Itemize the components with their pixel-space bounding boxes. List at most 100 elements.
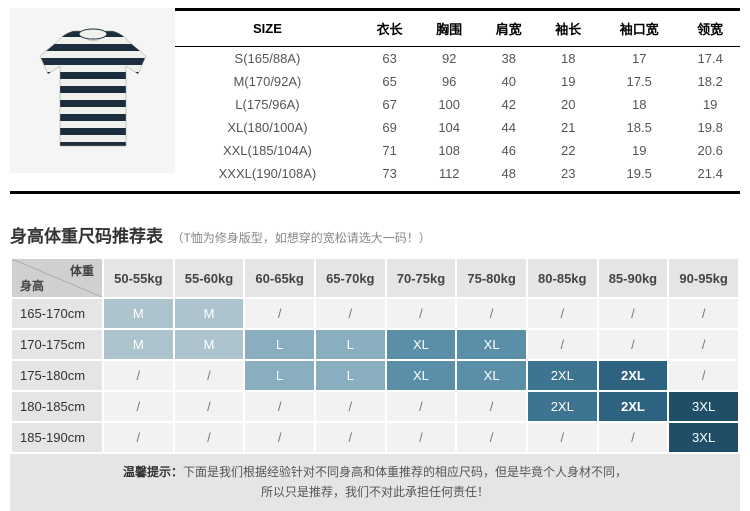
weight-axis-label: 体重 <box>70 262 94 279</box>
size-col-header: 肩宽 <box>479 10 539 47</box>
weight-header: 70-75kg <box>386 258 457 298</box>
tip-line2: 所以只是推荐，我们不对此承担任何责任！ <box>261 485 489 499</box>
rec-cell: / <box>527 329 598 360</box>
size-cell: XXXL(190/108A) <box>175 162 360 189</box>
size-row: XXL(185/104A)7110846221920.6 <box>175 139 740 162</box>
size-cell: 48 <box>479 162 539 189</box>
size-cell: 100 <box>419 93 479 116</box>
rec-cell: 2XL <box>527 360 598 391</box>
height-axis-label: 身高 <box>20 277 44 294</box>
weight-header: 50-55kg <box>103 258 174 298</box>
rec-cell: / <box>174 422 245 453</box>
size-cell: 17.5 <box>598 70 680 93</box>
rec-cell: / <box>668 298 739 329</box>
size-cell: 19.8 <box>680 116 740 139</box>
size-cell: 96 <box>419 70 479 93</box>
size-cell: 19.5 <box>598 162 680 189</box>
rec-cell: XL <box>456 329 527 360</box>
rec-cell: 2XL <box>598 391 669 422</box>
rec-cell: / <box>527 422 598 453</box>
weight-header: 80-85kg <box>527 258 598 298</box>
size-cell: XL(180/100A) <box>175 116 360 139</box>
rec-cell: / <box>103 360 174 391</box>
size-row: XXXL(190/108A)73112482319.521.4 <box>175 162 740 189</box>
rec-cell: / <box>174 360 245 391</box>
size-col-header: SIZE <box>175 10 360 47</box>
size-cell: 92 <box>419 47 479 71</box>
size-cell: 17 <box>598 47 680 71</box>
size-cell: 42 <box>479 93 539 116</box>
size-row: L(175/96A)6710042201819 <box>175 93 740 116</box>
rec-cell: / <box>598 329 669 360</box>
rec-row: 180-185cm//////2XL2XL3XL <box>11 391 739 422</box>
size-cell: 23 <box>539 162 599 189</box>
rec-row: 185-190cm////////3XL <box>11 422 739 453</box>
rec-cell: L <box>244 360 315 391</box>
rec-row: 170-175cmMMLLXLXL/// <box>11 329 739 360</box>
rec-cell: / <box>386 391 457 422</box>
size-cell: 67 <box>360 93 420 116</box>
rec-cell: / <box>244 298 315 329</box>
recommendation-section: 身高体重尺码推荐表 （T恤为修身版型，如想穿的宽松请选大一码！） 体重 身高 5… <box>0 222 750 511</box>
rec-cell: / <box>386 422 457 453</box>
weight-header: 75-80kg <box>456 258 527 298</box>
size-table: SIZE衣长胸围肩宽袖长袖口宽领宽 S(165/88A)639238181717… <box>175 8 740 189</box>
height-cell: 180-185cm <box>11 391 103 422</box>
size-cell: 104 <box>419 116 479 139</box>
height-cell: 185-190cm <box>11 422 103 453</box>
rec-cell: 3XL <box>668 391 739 422</box>
size-table-container: SIZE衣长胸围肩宽袖长袖口宽领宽 S(165/88A)639238181717… <box>175 8 740 189</box>
size-cell: 21 <box>539 116 599 139</box>
size-row: S(165/88A)639238181717.4 <box>175 47 740 71</box>
rec-cell: / <box>315 391 386 422</box>
size-cell: 71 <box>360 139 420 162</box>
size-cell: 17.4 <box>680 47 740 71</box>
height-cell: 170-175cm <box>11 329 103 360</box>
size-cell: 21.4 <box>680 162 740 189</box>
size-cell: 18 <box>539 47 599 71</box>
size-row: XL(180/100A)69104442118.519.8 <box>175 116 740 139</box>
size-cell: 69 <box>360 116 420 139</box>
size-cell: 20 <box>539 93 599 116</box>
rec-cell: M <box>174 298 245 329</box>
size-cell: 63 <box>360 47 420 71</box>
rec-cell: XL <box>456 360 527 391</box>
tip-line1: 下面是我们根据经验针对不同身高和体重推荐的相应尺码，但是毕竟个人身材不同， <box>183 465 627 479</box>
size-col-header: 衣长 <box>360 10 420 47</box>
size-cell: L(175/96A) <box>175 93 360 116</box>
size-cell: 46 <box>479 139 539 162</box>
weight-header: 60-65kg <box>244 258 315 298</box>
size-cell: 44 <box>479 116 539 139</box>
size-cell: 108 <box>419 139 479 162</box>
corner-header: 体重 身高 <box>11 258 103 298</box>
size-cell: S(165/88A) <box>175 47 360 71</box>
size-row: M(170/92A)6596401917.518.2 <box>175 70 740 93</box>
size-col-header: 袖口宽 <box>598 10 680 47</box>
rec-cell: / <box>456 298 527 329</box>
weight-header: 90-95kg <box>668 258 739 298</box>
size-spec-section: SIZE衣长胸围肩宽袖长袖口宽领宽 S(165/88A)639238181717… <box>0 0 750 191</box>
rec-row: 165-170cmMM/////// <box>11 298 739 329</box>
size-cell: 22 <box>539 139 599 162</box>
size-cell: 19 <box>680 93 740 116</box>
size-table-bottom-rule <box>10 191 740 194</box>
size-cell: M(170/92A) <box>175 70 360 93</box>
rec-cell: 2XL <box>527 391 598 422</box>
rec-cell: / <box>456 391 527 422</box>
rec-cell: M <box>103 329 174 360</box>
rec-cell: / <box>668 329 739 360</box>
rec-cell: / <box>598 422 669 453</box>
recommendation-table: 体重 身高 50-55kg55-60kg60-65kg65-70kg70-75k… <box>10 257 740 454</box>
rec-cell: / <box>244 391 315 422</box>
size-col-header: 领宽 <box>680 10 740 47</box>
size-cell: XXL(185/104A) <box>175 139 360 162</box>
rec-cell: / <box>386 298 457 329</box>
rec-cell: XL <box>386 360 457 391</box>
rec-cell: L <box>244 329 315 360</box>
size-cell: 40 <box>479 70 539 93</box>
height-cell: 165-170cm <box>11 298 103 329</box>
tshirt-icon <box>18 16 168 166</box>
weight-header: 55-60kg <box>174 258 245 298</box>
rec-cell: XL <box>386 329 457 360</box>
rec-cell: M <box>103 298 174 329</box>
